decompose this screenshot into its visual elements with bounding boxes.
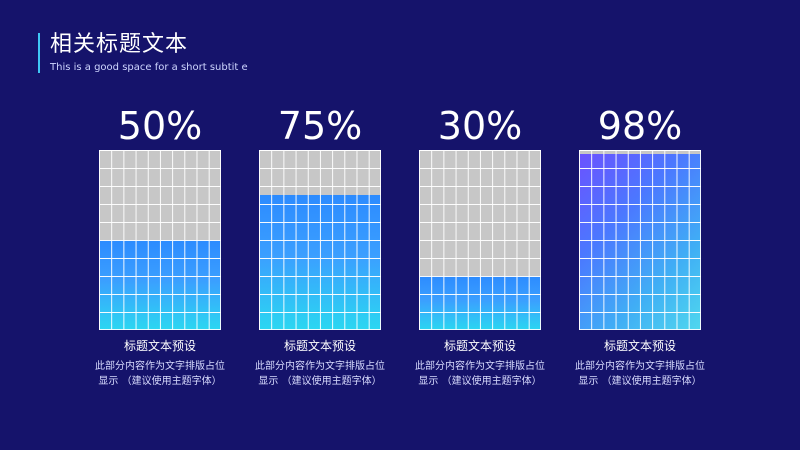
progress-title: 标题文本预设: [603, 339, 676, 353]
progress-description-line-1: 此部分内容作为文字排版占位: [575, 361, 705, 372]
progress-grid: [259, 150, 381, 330]
progress-grid: [579, 150, 701, 330]
progress-description-line-2: 显示 （建议使用主题字体）: [418, 376, 542, 387]
progress-description-line-1: 此部分内容作为文字排版占位: [95, 361, 225, 372]
progress-description: 此部分内容作为文字排版占位 显示 （建议使用主题字体）: [240, 359, 400, 389]
progress-grid: [99, 150, 221, 330]
progress-description-line-2: 显示 （建议使用主题字体）: [578, 376, 702, 387]
progress-percent: 98%: [597, 104, 683, 148]
progress-percent: 30%: [437, 104, 523, 148]
progress-card-2: 75% 标题文本预设 此部分内容作为文字排版占位 显示 （建议使用主题字体）: [240, 104, 400, 387]
progress-title: 标题文本预设: [123, 339, 196, 353]
progress-percent: 75%: [277, 104, 363, 148]
progress-description: 此部分内容作为文字排版占位 显示 （建议使用主题字体）: [400, 359, 560, 389]
page-subtitle: This is a good space for a short subtit …: [50, 62, 248, 73]
progress-title: 标题文本预设: [443, 339, 516, 353]
progress-description: 此部分内容作为文字排版占位 显示 （建议使用主题字体）: [560, 359, 720, 389]
progress-fill: [99, 240, 221, 330]
progress-description-line-1: 此部分内容作为文字排版占位: [415, 361, 545, 372]
progress-card-4: 98% 标题文本预设 此部分内容作为文字排版占位 显示 （建议使用主题字体）: [560, 104, 720, 387]
progress-card-3: 30% 标题文本预设 此部分内容作为文字排版占位 显示 （建议使用主题字体）: [400, 104, 560, 387]
progress-description-line-2: 显示 （建议使用主题字体）: [98, 376, 222, 387]
progress-description-line-2: 显示 （建议使用主题字体）: [258, 376, 382, 387]
page-title: 相关标题文本: [50, 32, 189, 57]
progress-card-1: 50% 标题文本预设 此部分内容作为文字排版占位 显示 （建议使用主题字体）: [80, 104, 240, 387]
progress-description: 此部分内容作为文字排版占位 显示 （建议使用主题字体）: [80, 359, 240, 389]
progress-fill: [419, 276, 541, 330]
progress-fill: [259, 195, 381, 330]
progress-grid: [419, 150, 541, 330]
title-accent-bar: [38, 33, 40, 73]
progress-fill: [579, 153, 701, 330]
progress-description-line-1: 此部分内容作为文字排版占位: [255, 361, 385, 372]
progress-title: 标题文本预设: [283, 339, 356, 353]
progress-percent: 50%: [117, 104, 203, 148]
